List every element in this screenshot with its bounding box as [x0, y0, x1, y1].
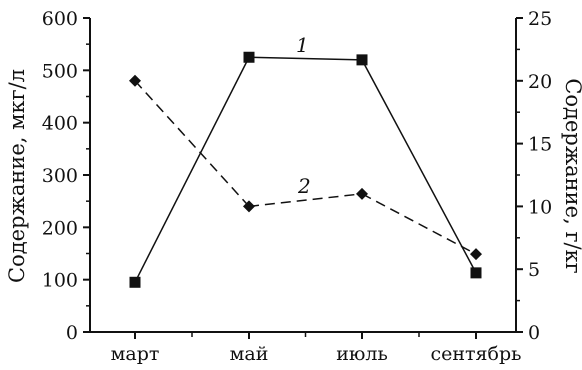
x-axis-tick-label-3: сентябрь [431, 343, 522, 365]
series-2-label: 2 [297, 174, 311, 198]
series-layer [129, 51, 482, 288]
series-1-point-3 [470, 267, 482, 279]
series-2-segment-1 [248, 193, 363, 208]
left-axis-tick-label-1: 100 [42, 270, 78, 292]
series-2-point-1 [243, 200, 255, 213]
x-axis-tick-label-0: март [111, 343, 160, 365]
right-axis-tick-label-2: 10 [528, 196, 552, 218]
x-axis-tick-label-2: июль [336, 343, 388, 365]
x-axis-ticks: март май июль сентябрь [111, 332, 522, 365]
series-1-segment-2 [361, 59, 477, 274]
series-2-point-0 [129, 74, 141, 87]
right-axis-tick-label-0: 0 [528, 322, 540, 344]
left-axis-label: Содержание, мкг/л [5, 69, 29, 283]
series-2-point-2 [356, 187, 368, 200]
left-axis-tick-label-2: 200 [42, 217, 78, 239]
series-2-segment-2 [361, 193, 477, 255]
right-axis-tick-label-3: 15 [528, 134, 552, 156]
series-1-segment-1 [248, 56, 363, 61]
series-2-segment-0 [134, 80, 250, 207]
series-2-point-3 [470, 248, 482, 261]
series-1-segment-0 [134, 56, 250, 283]
left-axis-tick-label-4: 400 [42, 113, 78, 135]
right-axis-label: Содержание, г/кг [561, 78, 582, 273]
series-1-point-0 [129, 276, 141, 288]
right-axis-tick-label-5: 25 [528, 8, 552, 30]
right-axis-ticks: 0 5 10 15 20 25 [516, 8, 552, 344]
series-1-point-1 [243, 51, 255, 63]
right-axis-tick-label-1: 5 [528, 259, 540, 281]
right-axis-tick-label-4: 20 [528, 71, 552, 93]
left-axis-ticks: 0 100 200 300 400 500 600 [42, 8, 90, 344]
series-1-label: 1 [296, 33, 309, 57]
left-axis-tick-label-0: 0 [66, 322, 78, 344]
x-axis-tick-label-1: май [230, 343, 269, 365]
series-1-point-2 [356, 54, 368, 66]
left-axis-tick-label-6: 600 [42, 8, 78, 30]
left-axis-tick-label-5: 500 [42, 60, 78, 82]
left-axis-tick-label-3: 300 [42, 165, 78, 187]
